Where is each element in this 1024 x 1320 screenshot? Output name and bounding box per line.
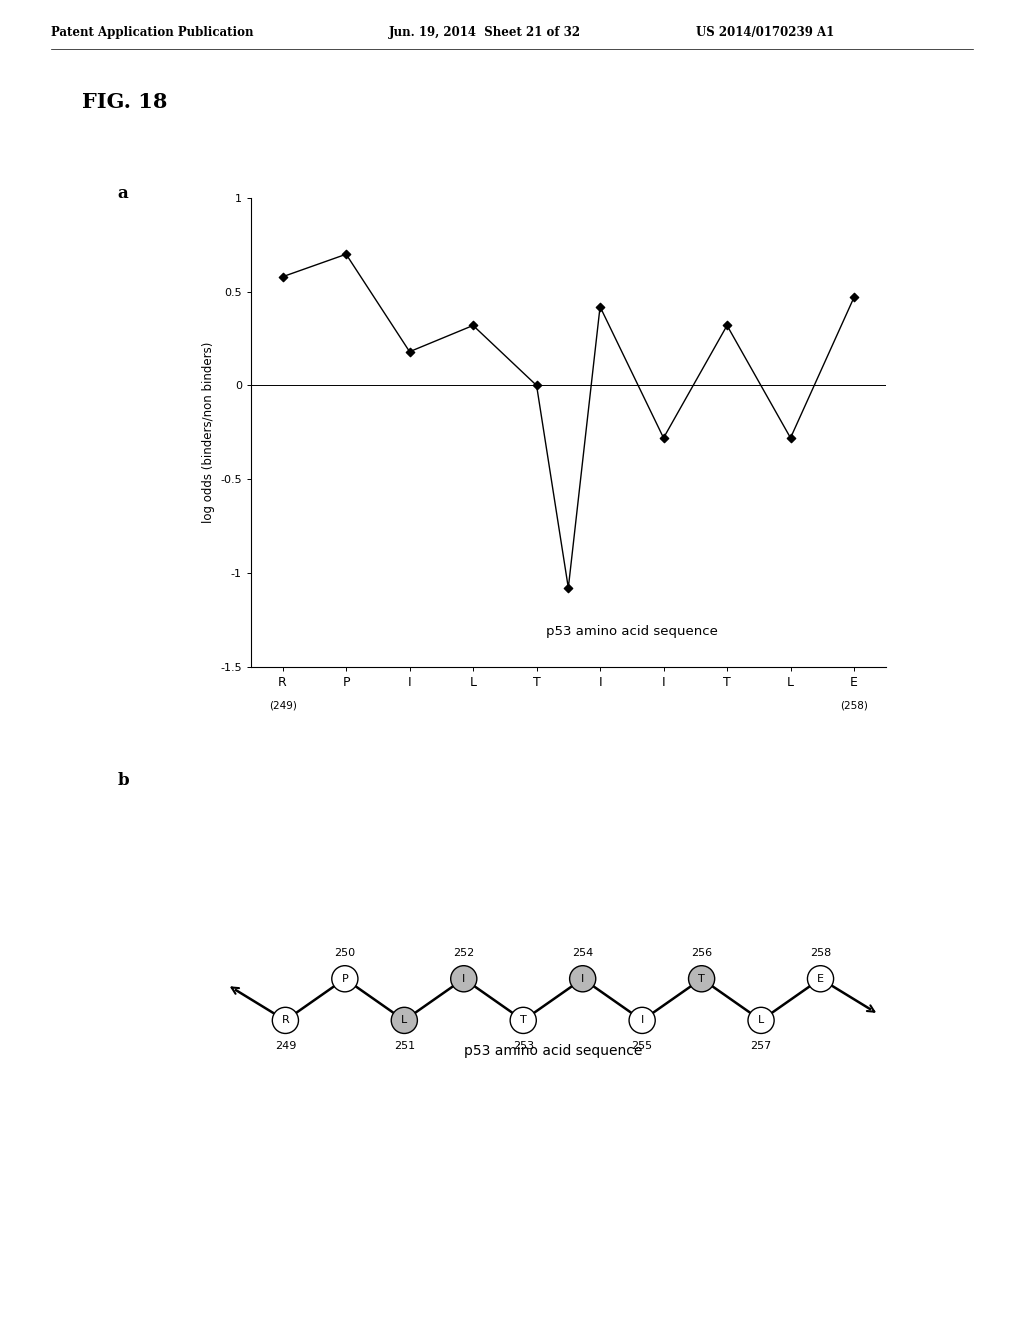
Text: p53 amino acid sequence: p53 amino acid sequence xyxy=(464,1044,642,1057)
Text: 252: 252 xyxy=(454,948,474,958)
Text: L: L xyxy=(758,1015,764,1026)
Text: a: a xyxy=(118,185,128,202)
Text: 258: 258 xyxy=(810,948,831,958)
Text: R: R xyxy=(282,1015,289,1026)
Text: 255: 255 xyxy=(632,1041,652,1051)
Point xyxy=(465,315,481,337)
Text: 250: 250 xyxy=(334,948,355,958)
Text: p53 amino acid sequence: p53 amino acid sequence xyxy=(546,626,718,639)
Text: (258): (258) xyxy=(840,701,868,710)
Text: Patent Application Publication: Patent Application Publication xyxy=(51,26,254,40)
Circle shape xyxy=(688,966,715,991)
Circle shape xyxy=(510,1007,537,1034)
Circle shape xyxy=(629,1007,655,1034)
Point xyxy=(401,341,418,362)
Text: 256: 256 xyxy=(691,948,712,958)
Text: 257: 257 xyxy=(751,1041,772,1051)
Circle shape xyxy=(391,1007,418,1034)
Text: 253: 253 xyxy=(513,1041,534,1051)
Point xyxy=(528,375,545,396)
Circle shape xyxy=(332,966,358,991)
Text: T: T xyxy=(520,1015,526,1026)
Text: b: b xyxy=(118,772,129,789)
Point xyxy=(274,267,291,288)
Circle shape xyxy=(808,966,834,991)
Point xyxy=(560,577,577,598)
Text: I: I xyxy=(641,1015,644,1026)
Point xyxy=(338,244,354,265)
Circle shape xyxy=(569,966,596,991)
Y-axis label: log odds (binders/non binders): log odds (binders/non binders) xyxy=(202,342,215,523)
Text: FIG. 18: FIG. 18 xyxy=(82,92,167,112)
Point xyxy=(782,428,799,449)
Text: I: I xyxy=(462,974,465,983)
Text: T: T xyxy=(698,974,705,983)
Text: US 2014/0170239 A1: US 2014/0170239 A1 xyxy=(696,26,835,40)
Text: P: P xyxy=(341,974,348,983)
Text: 254: 254 xyxy=(572,948,593,958)
Circle shape xyxy=(748,1007,774,1034)
Point xyxy=(655,428,672,449)
Point xyxy=(846,286,862,308)
Text: 249: 249 xyxy=(274,1041,296,1051)
Circle shape xyxy=(272,1007,298,1034)
Circle shape xyxy=(451,966,477,991)
Text: Jun. 19, 2014  Sheet 21 of 32: Jun. 19, 2014 Sheet 21 of 32 xyxy=(389,26,582,40)
Text: 251: 251 xyxy=(394,1041,415,1051)
Text: E: E xyxy=(817,974,824,983)
Point xyxy=(592,296,608,317)
Text: L: L xyxy=(401,1015,408,1026)
Text: (249): (249) xyxy=(268,701,297,710)
Text: I: I xyxy=(581,974,585,983)
Point xyxy=(719,315,735,337)
